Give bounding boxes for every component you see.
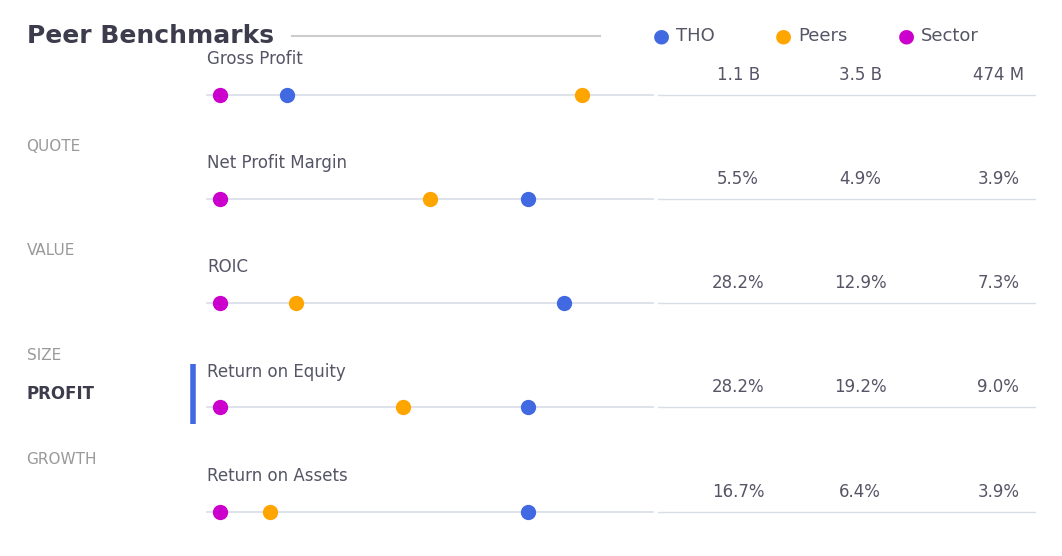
Text: 19.2%: 19.2% [834, 378, 887, 396]
Text: 3.9%: 3.9% [977, 170, 1020, 188]
Text: QUOTE: QUOTE [27, 139, 81, 154]
Point [212, 90, 229, 99]
Text: Peer Benchmarks: Peer Benchmarks [27, 24, 274, 48]
Text: VALUE: VALUE [27, 244, 75, 259]
Text: 16.7%: 16.7% [712, 483, 765, 500]
Text: 6.4%: 6.4% [839, 483, 881, 500]
Point [395, 403, 412, 411]
Text: 28.2%: 28.2% [712, 378, 765, 396]
Point [519, 195, 536, 203]
Text: 474 M: 474 M [973, 66, 1024, 83]
Text: ROIC: ROIC [207, 259, 249, 276]
Point [555, 299, 572, 307]
Text: SIZE: SIZE [27, 348, 61, 363]
Text: THO: THO [676, 27, 715, 45]
Text: 5.5%: 5.5% [717, 170, 759, 188]
Text: ●: ● [653, 27, 670, 46]
Point [212, 403, 229, 411]
Text: ●: ● [775, 27, 792, 46]
Text: Gross Profit: Gross Profit [207, 50, 303, 68]
Point [288, 299, 305, 307]
Text: 7.3%: 7.3% [977, 274, 1020, 292]
Text: 3.9%: 3.9% [977, 483, 1020, 500]
Text: 28.2%: 28.2% [712, 274, 765, 292]
Text: PROFIT: PROFIT [27, 385, 95, 403]
Point [519, 403, 536, 411]
Text: 12.9%: 12.9% [834, 274, 887, 292]
Text: Return on Assets: Return on Assets [207, 467, 348, 485]
Text: 3.5 B: 3.5 B [839, 66, 881, 83]
Text: 4.9%: 4.9% [839, 170, 881, 188]
Text: 1.1 B: 1.1 B [717, 66, 759, 83]
Point [261, 507, 278, 516]
Text: Net Profit Margin: Net Profit Margin [207, 154, 347, 172]
Text: Peers: Peers [799, 27, 847, 45]
Point [212, 507, 229, 516]
Point [212, 195, 229, 203]
Text: Sector: Sector [921, 27, 978, 45]
Text: ●: ● [897, 27, 914, 46]
Text: 9.0%: 9.0% [977, 378, 1020, 396]
Point [279, 90, 296, 99]
Point [573, 90, 590, 99]
Point [519, 507, 536, 516]
Text: Return on Equity: Return on Equity [207, 363, 346, 380]
Text: GROWTH: GROWTH [27, 452, 97, 467]
Point [422, 195, 439, 203]
Point [212, 299, 229, 307]
